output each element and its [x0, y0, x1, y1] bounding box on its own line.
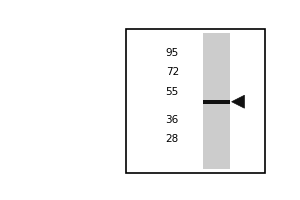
Bar	[202, 100, 230, 104]
Text: 95: 95	[166, 48, 179, 58]
Text: 72: 72	[166, 67, 179, 77]
Bar	[202, 33, 230, 169]
Bar	[126, 29, 266, 173]
Text: 28: 28	[166, 134, 179, 144]
Text: 36: 36	[166, 115, 179, 125]
Text: 55: 55	[166, 87, 179, 97]
Polygon shape	[232, 95, 244, 108]
